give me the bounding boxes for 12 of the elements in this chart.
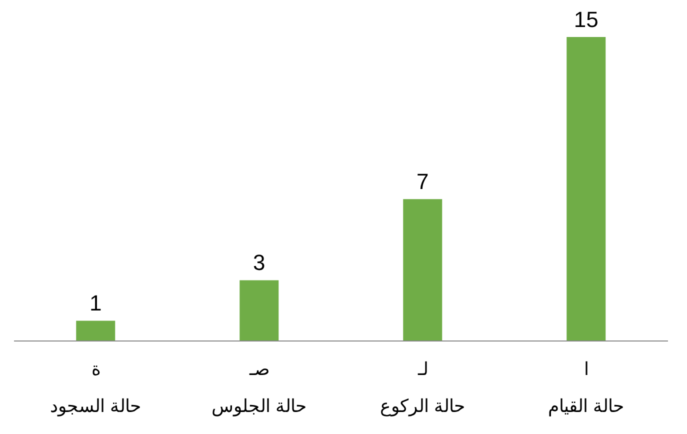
data-label: 15	[574, 7, 598, 32]
bar	[566, 37, 606, 341]
bar	[240, 280, 279, 341]
x-tick-label: صـ حالة الجلوس	[212, 359, 307, 417]
x-tick-label: لـ حالة الركوع	[380, 359, 466, 417]
data-label: 7	[416, 169, 429, 194]
data-label: 3	[253, 250, 266, 276]
bar	[76, 320, 116, 341]
bar	[403, 199, 442, 341]
x-tick-label: ة حالة السجود	[50, 359, 142, 417]
x-tick-label: ا حالة القيام	[548, 359, 624, 417]
data-label: 1	[90, 290, 102, 316]
